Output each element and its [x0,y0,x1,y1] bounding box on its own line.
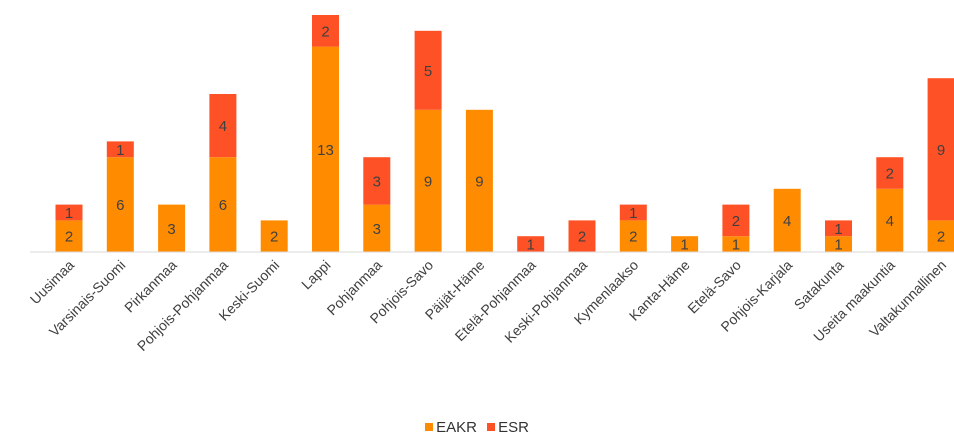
data-label-eakr-etela-savo: 1 [732,237,740,254]
legend-label-esr: ESR [498,418,529,436]
bar-esr-varsinais-suomi [106,141,134,158]
bar-eakr-valtakunnallinen [927,220,954,252]
bars-layer [55,15,954,252]
data-label-esr-kymenlaakso: 1 [629,205,637,222]
bar-eakr-kymenlaakso [619,220,647,252]
data-label-esr-varsinais-suomi: 1 [116,142,124,159]
data-label-esr-pohjanmaa: 3 [373,173,381,190]
data-label-eakr-pohjois-pohjanmaa: 6 [219,197,227,214]
bar-eakr-useita-maakuntia [876,188,904,252]
bar-esr-pohjois-savo [414,30,442,110]
data-label-esr-pohjois-savo: 5 [424,63,432,80]
bar-esr-pohjanmaa [363,157,391,205]
bar-esr-useita-maakuntia [876,157,904,189]
data-label-eakr-pirkanmaa: 3 [167,221,175,238]
bar-eakr-pohjois-karjala [773,188,801,252]
bar-eakr-paijat-hame [465,109,493,252]
legend-item-eakr: EAKR [425,419,477,436]
legend-swatch-esr [487,423,496,431]
bar-esr-kymenlaakso [619,204,647,221]
bar-eakr-etela-savo [722,236,750,252]
data-label-eakr-keski-suomi: 2 [270,229,278,246]
bar-eakr-satakunta [825,236,852,252]
data-label-eakr-satakunta: 1 [834,237,842,254]
bar-eakr-pirkanmaa [158,204,186,252]
bar-eakr-keski-suomi [260,220,288,252]
bar-esr-pohjois-pohjanmaa [209,94,237,158]
bar-esr-valtakunnallinen [927,78,954,221]
bar-eakr-lappi [312,46,339,252]
data-label-esr-keski-pohjanmaa: 2 [578,229,586,246]
data-label-eakr-varsinais-suomi: 6 [116,197,124,214]
x-tick-labels: UusimaaVarsinais-SuomiPirkanmaaPohjois-P… [27,257,949,354]
data-label-esr-uusimaa: 1 [65,205,73,222]
data-label-esr-etela-pohjanmaa: 1 [527,237,535,254]
bar-eakr-pohjois-savo [414,109,442,252]
data-label-eakr-kanta-hame: 1 [680,237,688,254]
bar-esr-uusimaa [55,204,83,221]
data-label-esr-useita-maakuntia: 2 [886,166,894,183]
legend-item-esr: ESR [487,419,529,436]
data-label-eakr-kymenlaakso: 2 [629,229,637,246]
data-label-eakr-uusimaa: 2 [65,229,73,246]
bar-eakr-pohjois-pohjanmaa [209,157,237,252]
legend-swatch-eakr [425,423,434,431]
data-label-eakr-pohjanmaa: 3 [373,221,381,238]
x-tick-label-uusimaa: Uusimaa [27,257,78,308]
data-label-eakr-paijat-hame: 9 [475,173,483,190]
data-label-eakr-pohjois-savo: 9 [424,173,432,190]
data-label-eakr-pohjois-karjala: 4 [783,213,791,230]
x-tick-label-pohjois-pohjanmaa: Pohjois-Pohjanmaa [134,257,231,354]
data-label-eakr-valtakunnallinen: 2 [937,229,945,246]
bar-esr-etela-pohjanmaa [517,236,545,252]
data-label-eakr-lappi: 13 [317,142,334,159]
legend: EAKR ESR [0,418,954,436]
bar-eakr-pohjanmaa [363,204,391,252]
legend-label-eakr: EAKR [436,418,477,436]
bar-eakr-kanta-hame [671,236,699,252]
data-label-esr-valtakunnallinen: 9 [937,142,945,159]
data-label-esr-pohjois-pohjanmaa: 4 [219,118,227,135]
x-tick-label-lappi: Lappi [298,257,334,293]
bar-esr-etela-savo [722,204,750,237]
data-label-esr-satakunta: 1 [834,221,842,238]
data-label-esr-etela-savo: 2 [732,213,740,230]
bar-eakr-varsinais-suomi [106,157,134,252]
bar-esr-keski-pohjanmaa [568,220,596,252]
data-label-esr-lappi: 2 [321,23,329,40]
bar-esr-satakunta [825,220,852,237]
bar-esr-lappi [312,15,339,47]
data-label-eakr-useita-maakuntia: 4 [886,213,894,230]
bar-eakr-uusimaa [55,220,83,252]
